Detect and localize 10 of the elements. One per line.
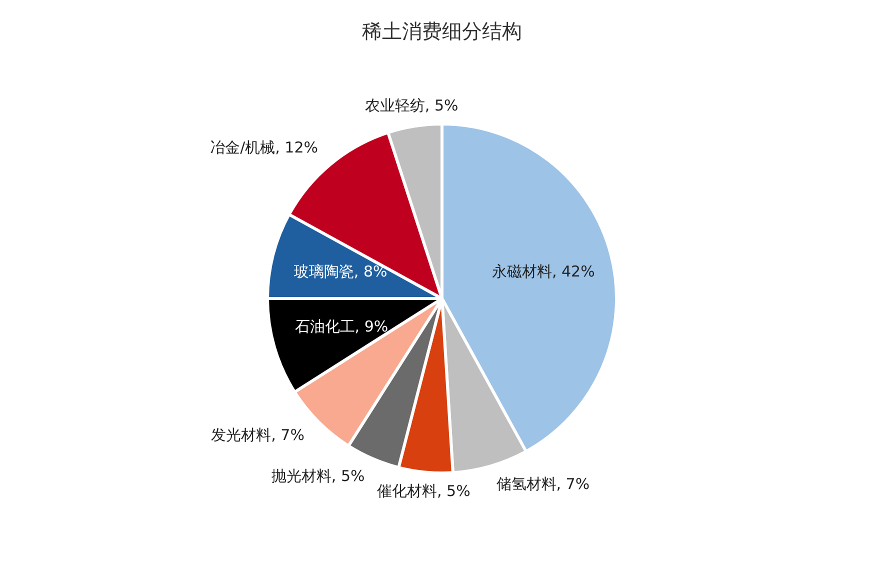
slice-label: 储氢材料, 7%	[496, 475, 590, 494]
slice-label: 永磁材料, 42%	[492, 262, 595, 280]
slice-label: 催化材料, 5%	[377, 482, 470, 500]
slice-label: 玻璃陶瓷, 8%	[294, 262, 388, 280]
slice-label: 抛光材料, 5%	[271, 466, 365, 485]
chart-title: 稀土消费细分结构	[361, 18, 523, 45]
slice-label: 发光材料, 7%	[211, 426, 304, 444]
slice-label: 石油化工, 9%	[294, 318, 388, 336]
slice-label: 冶金/机械, 12%	[210, 138, 318, 157]
slice-label: 农业轻纺, 5%	[364, 96, 458, 114]
